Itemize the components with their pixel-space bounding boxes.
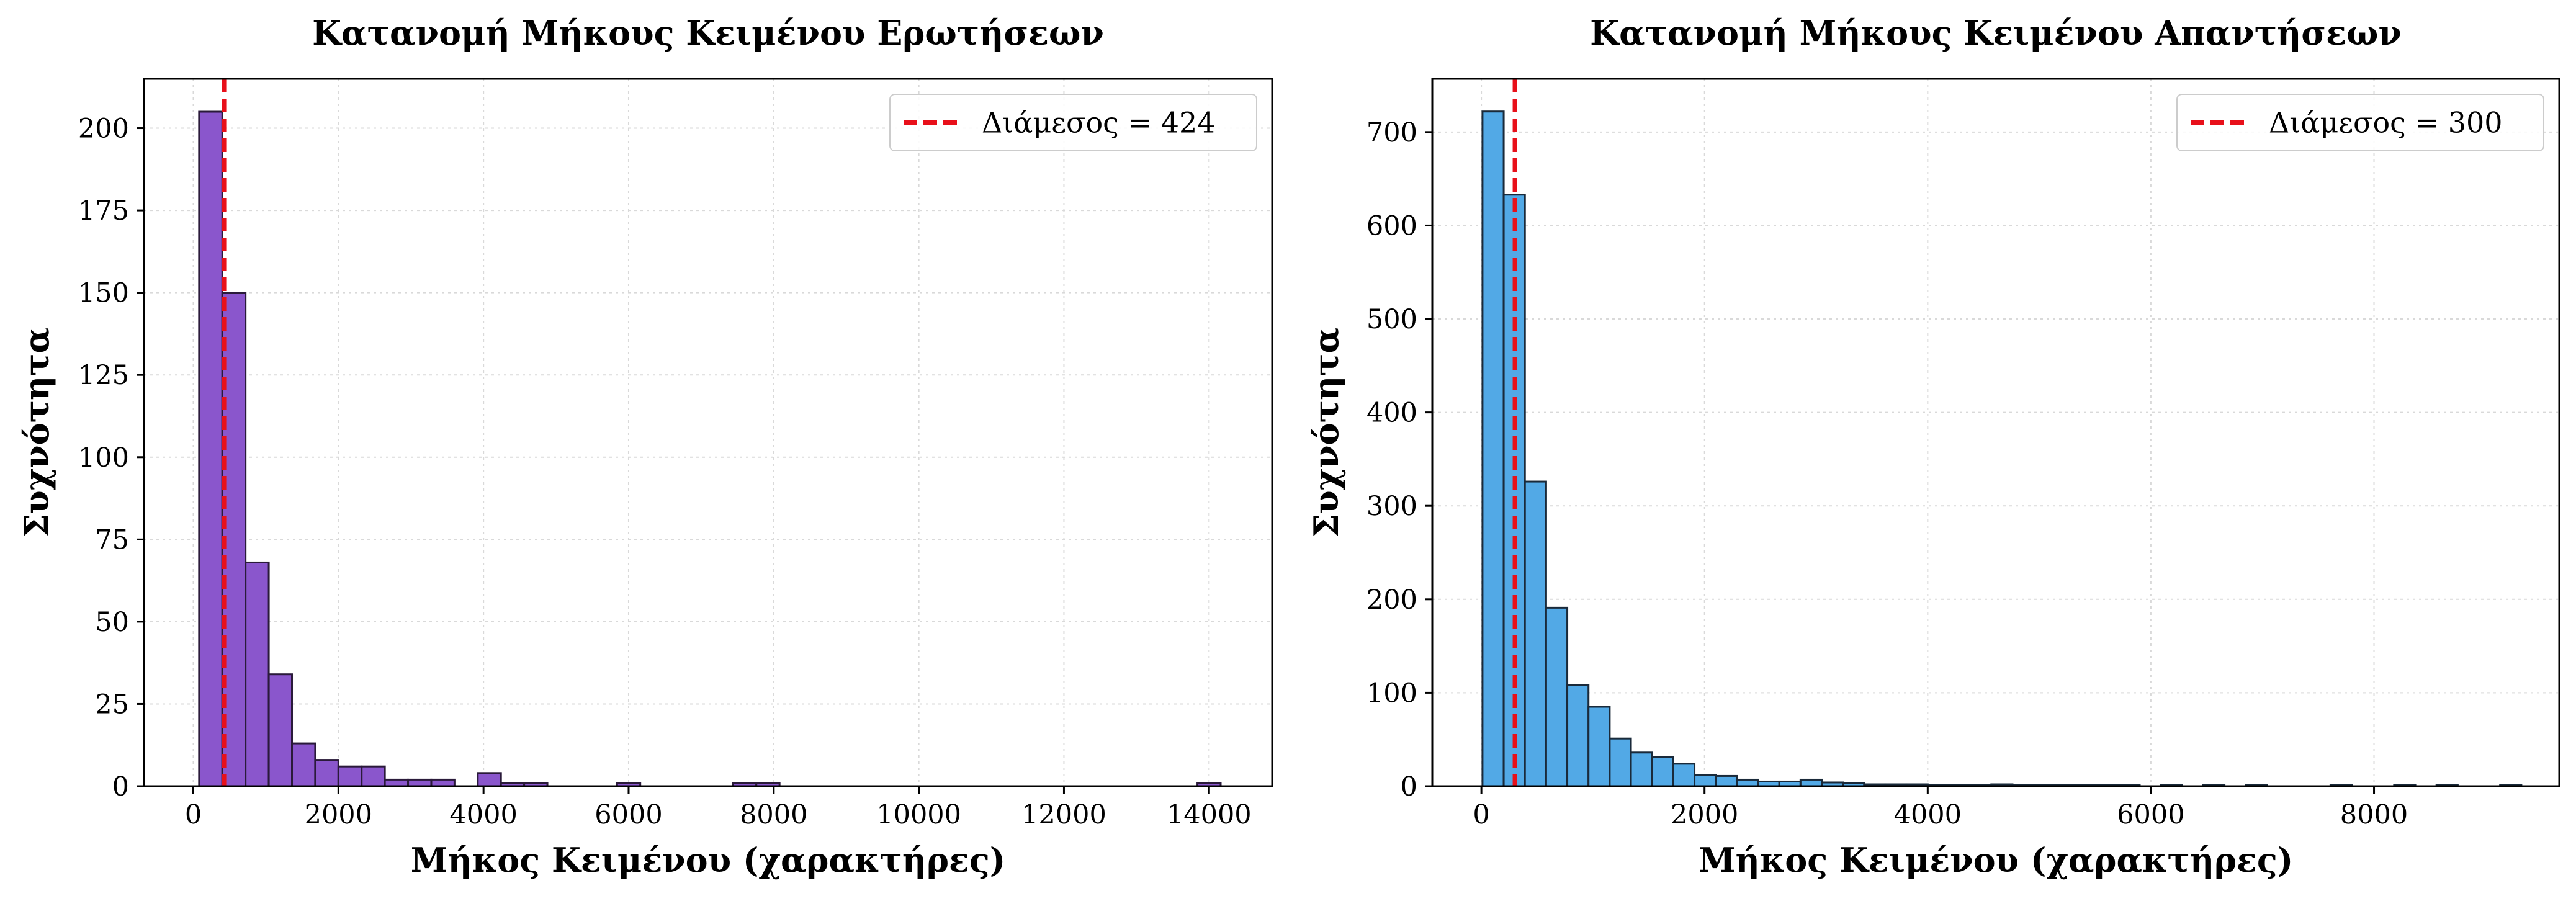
histogram-bar bbox=[1630, 751, 1653, 787]
histogram-bar bbox=[314, 759, 339, 787]
x-tick-label: 6000 bbox=[2117, 799, 2184, 830]
legend-box bbox=[2176, 94, 2544, 151]
x-tick-label: 4000 bbox=[449, 799, 517, 830]
histogram-bar bbox=[1672, 763, 1696, 787]
y-tick-label: 0 bbox=[1401, 771, 1417, 802]
y-tick-label: 600 bbox=[1367, 210, 1417, 241]
histogram-bar bbox=[1545, 606, 1569, 787]
y-tick-label: 25 bbox=[95, 689, 129, 720]
y-tick-label: 175 bbox=[78, 195, 129, 226]
histogram-bars bbox=[1481, 110, 2523, 787]
y-tick-label: 300 bbox=[1367, 491, 1417, 522]
histogram-bars bbox=[198, 110, 1222, 787]
y-tick-label: 125 bbox=[78, 360, 129, 391]
y-axis-label: Συχνότητα bbox=[1306, 328, 1346, 537]
legend-label: Διάμεσος = 424 bbox=[982, 106, 1216, 140]
histogram-bar bbox=[1587, 706, 1611, 787]
plot-frame bbox=[1431, 78, 2560, 787]
x-tick-label: 2000 bbox=[305, 799, 372, 830]
y-tick-label: 400 bbox=[1367, 398, 1417, 429]
y-tick-label: 100 bbox=[1367, 678, 1417, 709]
x-tick-label: 12000 bbox=[1021, 799, 1106, 830]
histogram-bar bbox=[1481, 110, 1505, 787]
x-tick-label: 14000 bbox=[1167, 799, 1252, 830]
y-tick-label: 700 bbox=[1367, 117, 1417, 148]
x-tick-label: 6000 bbox=[595, 799, 662, 830]
plot-frame bbox=[143, 78, 1273, 787]
chart-title: Κατανομή Μήκους Κειμένου Απαντήσεων bbox=[1590, 13, 2402, 53]
y-tick-label: 50 bbox=[95, 607, 129, 638]
gridlines bbox=[1432, 79, 2559, 787]
histogram-bar bbox=[1524, 480, 1547, 787]
histogram-bar bbox=[477, 772, 502, 787]
histogram-bar bbox=[1566, 684, 1590, 787]
y-tick-label: 100 bbox=[78, 442, 129, 473]
x-tick-label: 0 bbox=[185, 799, 202, 830]
y-tick-label: 200 bbox=[1367, 585, 1417, 616]
histogram-bar bbox=[1736, 778, 1759, 787]
chart-title: Κατανομή Μήκους Κειμένου Ερωτήσεων bbox=[312, 13, 1104, 53]
x-axis-label: Μήκος Κειμένου (χαρακτήρες) bbox=[1699, 840, 2294, 880]
histogram-bar bbox=[1799, 778, 1823, 787]
chart-panel-1: 0 2000 4000 6000 8000 10000 12000 14000 0 25 50 75 1… bbox=[17, 13, 1273, 880]
histogram-bar bbox=[384, 778, 410, 787]
x-tick-label: 2000 bbox=[1671, 799, 1738, 830]
y-tick-label: 0 bbox=[112, 771, 129, 802]
histogram-bar bbox=[1715, 774, 1738, 787]
y-axis-label: Συχνότητα bbox=[17, 328, 56, 537]
histogram-bar bbox=[1651, 756, 1674, 787]
histogram-bar bbox=[267, 673, 294, 787]
legend-label: Διάμεσος = 300 bbox=[2269, 106, 2503, 140]
x-tick-label: 4000 bbox=[1894, 799, 1962, 830]
y-tick-label: 200 bbox=[78, 114, 129, 145]
histogram-bar bbox=[407, 778, 433, 787]
histogram-bar bbox=[1694, 774, 1717, 787]
chart-panel-2: 0 2000 4000 6000 8000 0 100 200 300 400 500 600 700 Κ… bbox=[1306, 13, 2560, 880]
histogram-bar bbox=[291, 742, 316, 787]
x-axis-label: Μήκος Κειμένου (χαρακτήρες) bbox=[411, 840, 1006, 880]
y-tick-label: 75 bbox=[95, 524, 129, 555]
x-tick-label: 10000 bbox=[876, 799, 961, 830]
gridlines bbox=[144, 79, 1272, 787]
histogram-bar bbox=[430, 778, 456, 787]
histogram-bar bbox=[1609, 737, 1632, 787]
x-tick-label: 8000 bbox=[2340, 799, 2408, 830]
x-tick-label: 0 bbox=[1473, 799, 1489, 830]
legend-box bbox=[889, 94, 1257, 151]
x-tick-label: 8000 bbox=[740, 799, 807, 830]
legend: Διάμεσος = 424 bbox=[889, 94, 1257, 151]
legend: Διάμεσος = 300 bbox=[2176, 94, 2544, 151]
y-tick-label: 150 bbox=[78, 278, 129, 309]
histogram-bar bbox=[245, 561, 270, 787]
histogram-bar bbox=[337, 765, 363, 787]
histogram-bar bbox=[198, 110, 223, 787]
y-tick-label: 500 bbox=[1367, 304, 1417, 335]
histogram-bar bbox=[361, 765, 386, 787]
